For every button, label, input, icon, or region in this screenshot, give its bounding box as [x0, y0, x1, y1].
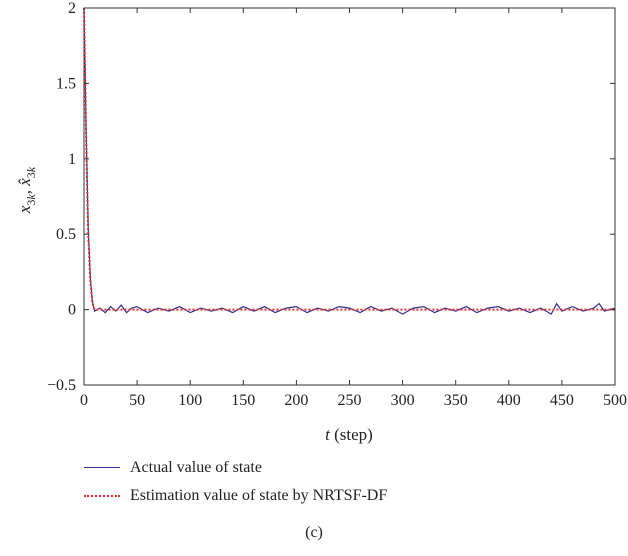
y-tick-label: −0.5: [47, 377, 76, 394]
ticks-layer: 0 50 100 150 200 250 300 350 400 450 500−0.500.511…: [47, 0, 627, 409]
x-tick-label: 50: [129, 392, 145, 409]
series-line-actual: [83, 7, 616, 315]
x-axis-unit: (step): [334, 425, 373, 444]
x-tick-label: 200: [284, 392, 308, 409]
legend-item-actual: Actual value of state: [84, 454, 387, 482]
series-line-estimation: [83, 7, 615, 311]
legend-swatch-actual: [84, 463, 120, 473]
plot-frame: [83, 7, 616, 386]
y-tick-label: 2: [68, 0, 76, 17]
plot-area: [83, 7, 616, 386]
legend: Actual value of state Estimation value o…: [84, 454, 387, 510]
chart-svg: 0 50 100 150 200 250 300 350 400 450 500−0.500.511…: [15, 0, 627, 444]
legend-label-estimation: Estimation value of state by NRTSF-DF: [130, 487, 388, 504]
series-layer: [83, 7, 616, 315]
legend-label-actual: Actual value of state: [130, 459, 262, 476]
y-tick-label: 0: [68, 302, 76, 319]
y-axis-label: x3k, x̂3k: [15, 166, 38, 214]
x-tick-label: 0: [80, 392, 88, 409]
y-tick-label: 1: [68, 151, 76, 168]
x-tick-label: 400: [497, 392, 521, 409]
x-axis-label: t (step): [325, 425, 373, 444]
x-tick-label: 500: [603, 392, 627, 409]
x-tick-label: 150: [231, 392, 255, 409]
x-tick-label: 450: [550, 392, 574, 409]
legend-item-estimation: Estimation value of state by NRTSF-DF: [84, 482, 387, 510]
x-tick-label: 300: [391, 392, 415, 409]
x-tick-label: 350: [444, 392, 468, 409]
y-tick-label: 0.5: [56, 226, 76, 243]
x-axis-variable: t: [325, 425, 334, 444]
legend-swatch-estimation: [84, 491, 120, 501]
x-tick-label: 250: [338, 392, 362, 409]
x-tick-label: 100: [178, 392, 202, 409]
y-tick-label: 1.5: [56, 75, 76, 92]
figure-caption: (c): [305, 524, 323, 541]
